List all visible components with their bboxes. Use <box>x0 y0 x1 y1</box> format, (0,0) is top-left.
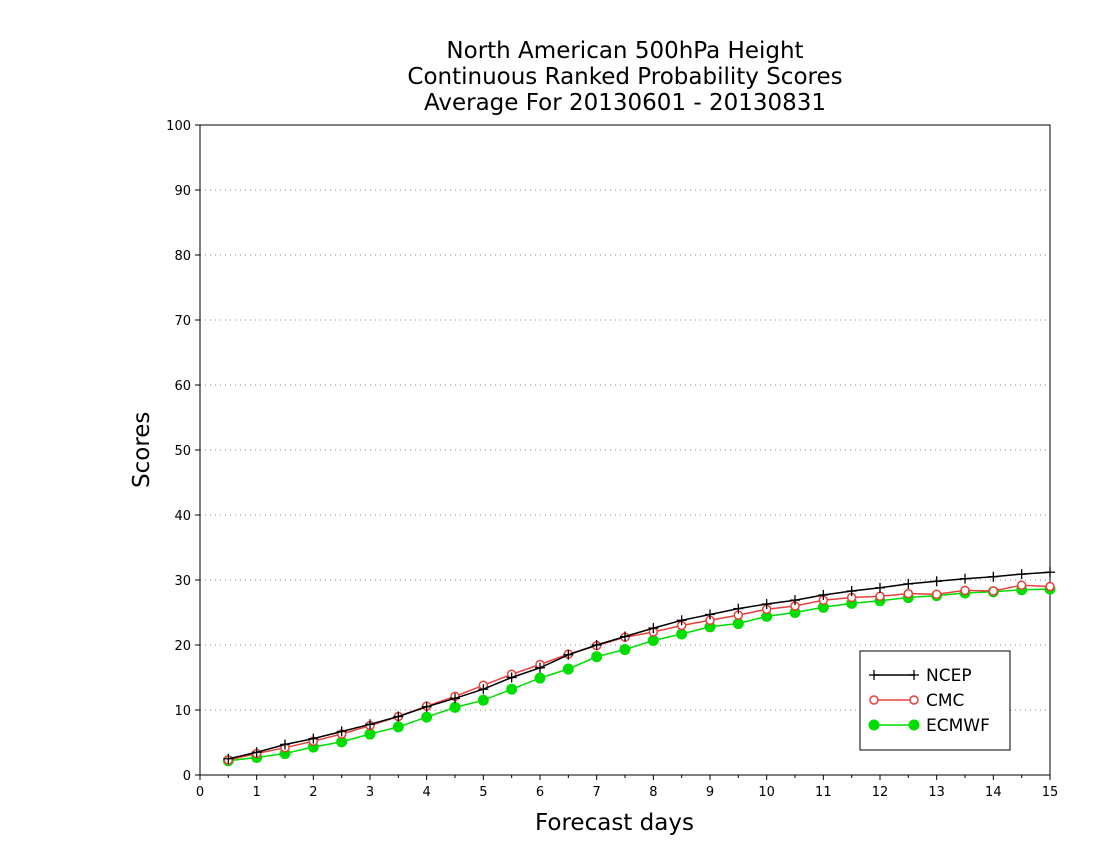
data-point-ncep <box>988 571 999 582</box>
x-tick-label-12: 12 <box>872 785 889 800</box>
x-tick-label-9: 9 <box>706 785 714 800</box>
legend-item-ecmwf: ECMWF <box>868 716 990 736</box>
data-point-ncep <box>620 631 630 642</box>
y-tick-label-60: 60 <box>174 379 191 394</box>
data-point-ncep <box>535 662 545 673</box>
x-tick-label-14: 14 <box>985 785 1002 800</box>
data-point-ncep <box>223 753 234 764</box>
y-tick-label-100: 100 <box>166 119 191 134</box>
data-point-ncep <box>846 586 857 597</box>
legend-marker-start <box>869 670 879 680</box>
data-point-ncep <box>733 603 744 614</box>
x-tick-label-11: 11 <box>815 785 832 800</box>
y-tick-label-90: 90 <box>174 184 191 199</box>
data-point-ncep <box>563 649 574 660</box>
data-point-ecmwf <box>676 628 688 640</box>
series-ncep <box>223 567 1055 764</box>
data-point-cmc <box>960 585 970 596</box>
data-point-ncep <box>336 726 347 737</box>
data-point-ecmwf <box>421 711 433 723</box>
x-tick-label-0: 0 <box>196 785 204 800</box>
y-tick-label-30: 30 <box>174 574 191 589</box>
chart-title-line-3: Average For 20130601 - 20130831 <box>423 90 827 116</box>
data-point-ncep <box>393 711 404 722</box>
data-point-ncep <box>931 576 942 587</box>
grid-lines <box>200 124 1050 711</box>
data-point-cmc <box>1045 581 1055 592</box>
legend-marker-end <box>908 719 920 731</box>
data-point-ncep <box>365 719 375 730</box>
x-tick-label-4: 4 <box>423 785 431 800</box>
data-point-ncep <box>251 747 262 758</box>
data-point-ecmwf <box>647 634 659 646</box>
data-point-ncep <box>421 701 432 712</box>
data-point-ncep <box>1016 569 1027 580</box>
legend: NCEP CMC ECMWF <box>859 650 1011 751</box>
legend-label-ecmwf: ECMWF <box>926 716 990 736</box>
data-point-ecmwf <box>591 651 603 663</box>
legend-marker-start <box>869 695 879 705</box>
y-tick-label-50: 50 <box>174 444 191 459</box>
legend-marker-start <box>868 719 880 731</box>
data-point-ncep <box>478 684 489 695</box>
legend-item-ncep: NCEP <box>869 666 972 686</box>
data-point-ecmwf <box>477 694 489 706</box>
data-point-ncep <box>960 573 970 584</box>
x-tick-label-10: 10 <box>758 785 775 800</box>
x-tick-label-2: 2 <box>309 785 317 800</box>
data-point-ncep <box>875 582 885 593</box>
x-tick-label-5: 5 <box>479 785 487 800</box>
y-tick-label-70: 70 <box>174 314 191 329</box>
data-point-ncep <box>676 615 687 626</box>
series-group <box>222 567 1056 767</box>
data-point-ecmwf <box>732 618 744 630</box>
data-point-ncep <box>308 733 319 744</box>
data-point-ecmwf <box>534 672 546 684</box>
data-point-ecmwf <box>506 683 518 695</box>
y-tick-label-80: 80 <box>174 249 191 264</box>
legend-label-cmc: CMC <box>926 691 964 711</box>
data-point-ncep <box>506 672 517 683</box>
data-point-cmc <box>1016 580 1027 590</box>
y-tick-label-10: 10 <box>174 704 191 719</box>
legend-label-ncep: NCEP <box>926 666 972 686</box>
data-point-ncep <box>705 609 715 620</box>
x-axis-label: Forecast days <box>535 810 694 836</box>
x-tick-label-15: 15 <box>1042 785 1059 800</box>
data-point-ncep <box>450 693 460 704</box>
legend-item-cmc: CMC <box>869 691 964 711</box>
y-tick-label-20: 20 <box>174 639 191 654</box>
legend-marker-end <box>909 670 919 680</box>
data-point-ncep <box>1045 567 1055 578</box>
data-point-ncep <box>761 599 772 610</box>
legend-marker-end <box>909 695 919 705</box>
x-tick-label-8: 8 <box>649 785 657 800</box>
data-point-ncep <box>818 589 829 600</box>
x-tick-label-3: 3 <box>366 785 374 800</box>
data-point-cmc <box>931 589 942 600</box>
chart-title-line-2: Continuous Ranked Probability Scores <box>407 64 843 90</box>
x-tick-label-7: 7 <box>593 785 601 800</box>
data-point-ncep <box>648 623 659 634</box>
data-point-ecmwf <box>562 663 574 675</box>
data-point-ncep <box>280 739 290 750</box>
data-point-ecmwf <box>364 728 376 740</box>
y-tick-label-0: 0 <box>183 769 191 784</box>
x-tick-label-1: 1 <box>253 785 261 800</box>
x-tick-label-13: 13 <box>928 785 945 800</box>
x-tick-label-6: 6 <box>536 785 544 800</box>
data-point-ecmwf <box>449 701 461 713</box>
data-point-cmc <box>988 586 999 596</box>
data-point-ecmwf <box>619 644 631 656</box>
chart-title-line-1: North American 500hPa Height <box>446 38 804 64</box>
y-tick-label-40: 40 <box>174 509 191 524</box>
data-point-cmc <box>875 591 885 601</box>
data-point-ncep <box>903 578 914 589</box>
data-point-ncep <box>591 640 602 650</box>
data-point-ecmwf <box>392 721 404 733</box>
data-point-ncep <box>790 595 800 606</box>
data-point-cmc <box>903 588 914 599</box>
